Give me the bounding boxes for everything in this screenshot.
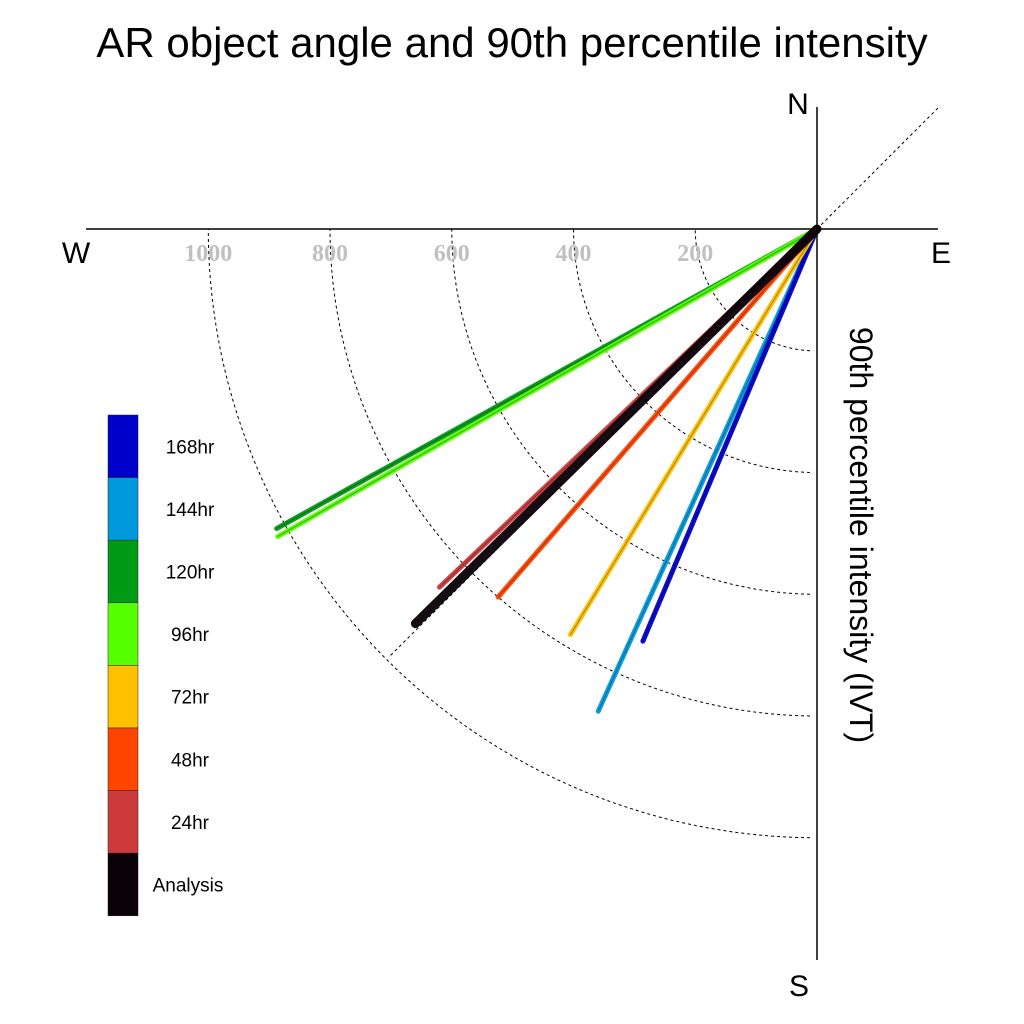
legend-label-120hr: 120hr: [166, 563, 215, 584]
vector-96hr: [275, 226, 820, 540]
axis-label: 90th percentile intensity (IVT): [843, 327, 879, 743]
compass-south: S: [789, 970, 809, 1003]
vector-168hr: [640, 226, 820, 644]
tick-label-600: 600: [434, 241, 470, 267]
vectors: [274, 224, 822, 714]
vector-analysis: [410, 224, 822, 629]
tick-label-800: 800: [312, 241, 348, 267]
legend-swatch-120hr: [107, 539, 139, 604]
legend-swatch-analysis: [107, 852, 139, 917]
vector-48hr: [495, 226, 820, 600]
radial-tick-labels: 200 400 600 800 1000: [184, 241, 713, 267]
tick-label-200: 200: [677, 241, 713, 267]
legend-swatch-24hr: [107, 790, 139, 854]
legend-label-24hr: 24hr: [171, 813, 210, 834]
legend-label-144hr: 144hr: [166, 500, 215, 521]
compass-north: N: [787, 88, 809, 121]
legend-label-96hr: 96hr: [171, 625, 210, 646]
legend-swatch-72hr: [107, 665, 139, 729]
vector-core-48hr: [497, 228, 818, 598]
origin-point: [813, 225, 821, 233]
chart-title: AR object angle and 90th percentile inte…: [96, 19, 927, 66]
legend-swatch-144hr: [107, 477, 139, 541]
tick-label-400: 400: [556, 241, 592, 267]
vector-72hr: [567, 226, 820, 638]
legend-swatch-168hr: [107, 414, 139, 478]
tick-label-1000: 1000: [184, 241, 232, 267]
legend: 168hr 144hr 120hr 96hr 72hr 48hr 24hr Analysis: [107, 414, 224, 917]
diagonal-guide: [816, 105, 941, 230]
legend-label-analysis: Analysis: [153, 876, 224, 897]
vector-core-168hr: [642, 228, 818, 642]
legend-label-48hr: 48hr: [171, 750, 210, 771]
range-ring-1000: [207, 228, 811, 839]
legend-label-168hr: 168hr: [166, 437, 215, 458]
legend-swatch-48hr: [107, 727, 139, 791]
vector-core-96hr: [277, 228, 818, 538]
legend-label-72hr: 72hr: [171, 688, 210, 709]
compass-west: W: [62, 237, 91, 270]
vector-core-72hr: [569, 228, 818, 635]
legend-swatch-96hr: [107, 602, 139, 666]
compass-east: E: [931, 237, 951, 270]
